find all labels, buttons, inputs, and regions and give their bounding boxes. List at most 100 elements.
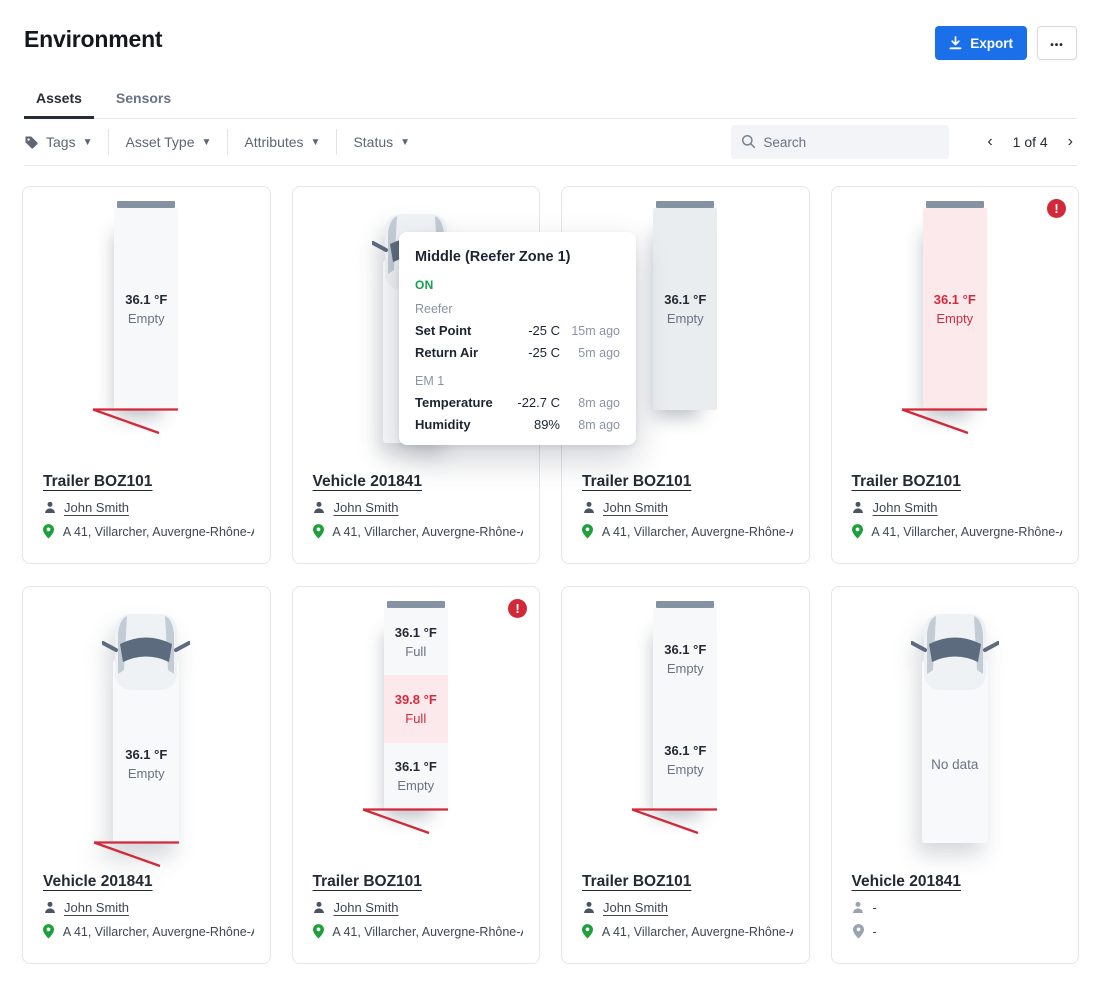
map-pin-icon [312,924,325,939]
trailer-top-view[interactable]: 36.1 °F Empty 36.1 °F Empty [631,601,718,835]
temp-zone[interactable]: 39.8 °F Full [383,675,448,743]
driver-row: John Smith [313,500,524,515]
location-row: A 41, Villarcher, Auvergne-Rhône-Al... [851,524,1062,539]
temp-zone[interactable]: 36.1 °F Empty [653,608,717,709]
driver-name: - [872,900,877,915]
filter-attributes[interactable]: Attributes ▼ [244,134,320,150]
driver-link[interactable]: John Smith [603,500,669,515]
driver-link[interactable]: John Smith [872,500,938,515]
vehicle-top-view[interactable]: 36.1 °F Empty [93,608,192,868]
zone-status: Empty [666,311,704,326]
temp-zone[interactable]: 36.1 °F Empty [113,688,179,840]
temp-zone[interactable]: 36.1 °F Empty [923,208,987,410]
map-pin-icon [852,924,865,939]
filter-asset-type-label: Asset Type [125,134,195,150]
no-data-label: No data [931,756,979,772]
asset-name-link[interactable]: Trailer BOZ101 [582,873,692,890]
metric-time: 5m ago [578,346,620,360]
temp-zone[interactable]: 36.1 °F Empty [653,208,717,410]
tab-sensors[interactable]: Sensors [115,90,172,106]
driver-link[interactable]: John Smith [64,900,130,915]
location-text: A 41, Villarcher, Auvergne-Rhône-Al... [332,524,523,539]
asset-card: ! 36.1 °F Full 39.8 °F Full 36.1 °F Empt… [291,586,540,964]
export-button[interactable]: Export [935,26,1027,60]
vehicle-body [909,614,1000,843]
location-text: - [872,924,877,939]
driver-link[interactable]: John Smith [333,900,399,915]
trailer-front-bar [386,601,445,608]
asset-card: 36.1 °F Empty 36.1 °F Empty Trailer BOZ1… [561,586,810,964]
asset-name-link[interactable]: Trailer BOZ101 [312,873,422,890]
map-pin-icon [582,924,594,939]
zone-status: Full [405,710,427,726]
divider [227,129,229,155]
driver-row: John Smith [43,500,254,515]
location-text: A 41, Villarcher, Auvergne-Rhône-Al... [601,524,793,539]
zone-temperature: 36.1 °F [664,742,707,758]
zone-status: Empty [936,311,974,326]
asset-name-link[interactable]: Trailer BOZ101 [851,473,961,490]
map-pin-icon [312,524,325,539]
asset-name-link[interactable]: Trailer BOZ101 [582,473,692,490]
popover-section-label: EM 1 [415,374,445,388]
temp-zone[interactable]: 36.1 °F Empty [114,208,178,410]
filter-tags[interactable]: Tags ▼ [24,134,92,150]
popover-row: Temperature -22.7 C 8m ago [415,395,620,410]
driver-link[interactable]: John Smith [64,500,130,515]
driver-link[interactable]: John Smith [603,900,669,915]
metric-value: -25 C [528,323,560,338]
location-text: A 41, Villarcher, Auvergne-Rhône-Al... [62,924,254,939]
trailer-top-view[interactable]: 36.1 °F Empty [92,201,179,435]
search-wrap [731,125,950,159]
trailer-top-view[interactable]: 36.1 °F Empty [653,201,718,410]
ellipsis-icon: ••• [1050,39,1064,51]
driver-link[interactable]: John Smith [333,500,399,515]
temp-zone[interactable]: 36.1 °F Full [384,608,448,675]
driver-row: - [852,900,1063,915]
popover-row: Set Point -25 C 15m ago [415,323,620,338]
map-pin-icon [851,524,864,539]
asset-name-link[interactable]: Vehicle 201841 [312,473,422,490]
chevron-down-icon: ▼ [310,137,321,148]
asset-name-link[interactable]: Trailer BOZ101 [43,473,153,490]
metric-time: 8m ago [578,418,620,432]
zone-status: Empty [397,778,435,794]
asset-name-link[interactable]: Vehicle 201841 [851,873,961,890]
asset-card: ! 36.1 °F Empty Trailer BOZ101 John Smit… [830,186,1079,564]
asset-name-link[interactable]: Vehicle 201841 [43,873,153,890]
popover-row: Humidity 89% 8m ago [415,417,620,432]
location-row: - [852,924,1063,939]
pagination-next-button[interactable]: › [1064,131,1077,153]
pagination-prev-button[interactable]: ‹ [983,131,996,153]
vehicle-top-view[interactable]: No data [909,608,1000,848]
driver-row: John Smith [582,900,793,915]
zone-status: Full [405,643,427,659]
popover-section-label: Reefer [415,302,453,316]
temp-zone[interactable]: 36.1 °F Empty [653,709,717,810]
zone-temperature: 39.8 °F [394,691,437,707]
location-row: A 41, Villarcher, Auvergne-Rhône-Al... [582,524,793,539]
asset-graphic: 36.1 °F Empty [832,187,1079,449]
search-input[interactable] [731,125,950,159]
trailer-top-view[interactable]: 36.1 °F Full 39.8 °F Full 36.1 °F Empty [362,601,448,835]
tag-icon [24,135,39,150]
zone-temperature: 36.1 °F [933,292,976,307]
filter-asset-type[interactable]: Asset Type ▼ [125,134,211,150]
location-text: A 41, Villarcher, Auvergne-Rhône-Al... [871,524,1062,539]
sensor-popover: Middle (Reefer Zone 1) ON Reefer Set Poi… [399,232,636,445]
location-row: A 41, Villarcher, Auvergne-Rhône-Al... [312,524,523,539]
tab-assets[interactable]: Assets [24,90,94,119]
person-icon [43,501,56,514]
trailer-top-view[interactable]: 36.1 °F Empty [901,201,987,435]
toolbar-right: ‹ 1 of 4 › [731,125,1077,159]
temp-zone[interactable]: 36.1 °F Empty [384,743,448,810]
filter-attributes-label: Attributes [244,134,304,150]
more-options-button[interactable]: ••• [1037,26,1077,60]
metric-label: Return Air [415,345,479,360]
driver-row: John Smith [313,900,524,915]
filter-group: Tags ▼ Asset Type ▼ Attributes ▼ Status … [24,129,410,155]
zone-temperature: 36.1 °F [125,292,168,307]
filter-status[interactable]: Status ▼ [353,134,410,150]
driver-row: John Smith [43,900,254,915]
location-row: A 41, Villarcher, Auvergne-Rhône-Al... [312,924,523,939]
